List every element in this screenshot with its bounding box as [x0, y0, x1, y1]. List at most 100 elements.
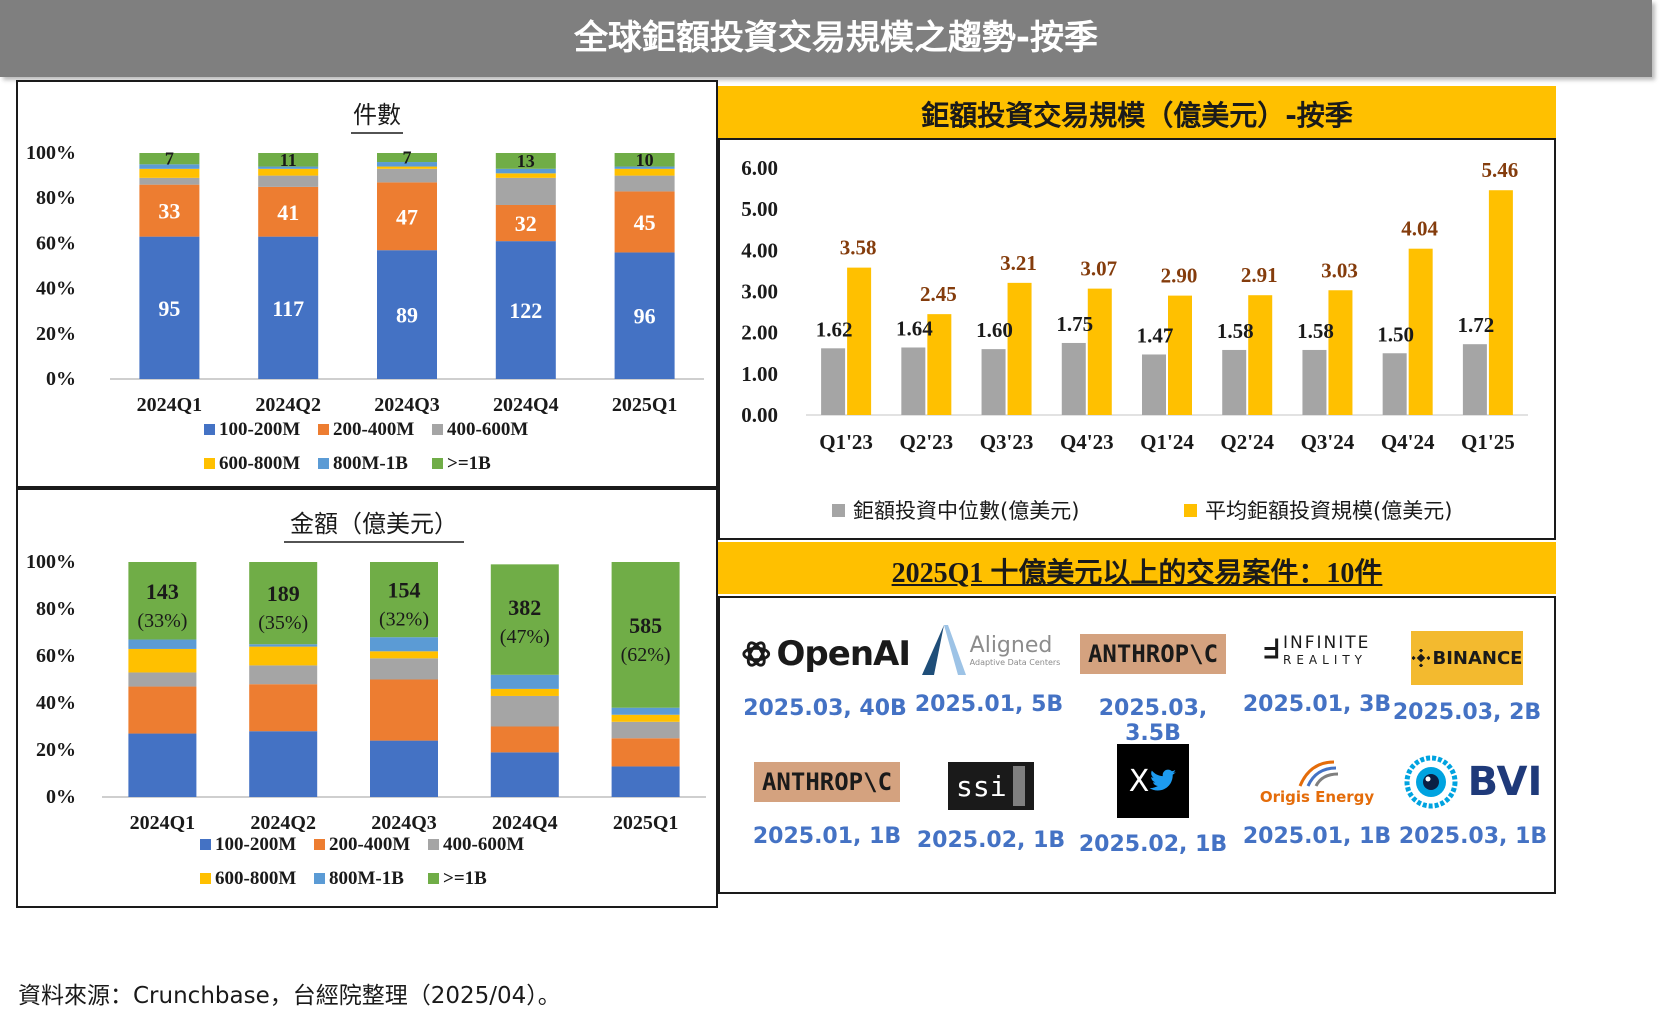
legend-swatch: [318, 458, 329, 469]
legend-label: 100-200M: [219, 419, 300, 440]
bar-segment-200400M: [249, 684, 318, 732]
bar-segment-800M1B: [611, 707, 680, 715]
x-tick-label: Q2'23: [899, 430, 953, 454]
aligned-logo: Aligned Adaptive Data Centers: [904, 618, 1074, 682]
deals-title: 2025Q1 十億美元以上的交易案件：10件: [891, 558, 1383, 589]
median-bar: [821, 348, 846, 415]
bar-segment-200400M: [614, 191, 675, 253]
openai-logo: OpenAI: [740, 622, 911, 686]
y-tick-label: 0%: [46, 786, 76, 808]
bar-segment-100200M: [611, 766, 680, 797]
median-bar: [1061, 342, 1086, 415]
deal-caption: 2025.03, 1B: [1398, 824, 1548, 849]
x-tick-label: 2024Q3: [371, 812, 437, 834]
bar-segment-1B: [370, 562, 438, 638]
legend-swatch-median: [832, 504, 845, 517]
bar-segment-400600M: [495, 177, 556, 205]
bar-segment-400600M: [377, 168, 437, 183]
average-bar: [1168, 295, 1192, 415]
bar-segment-800M1B: [128, 639, 197, 649]
average-bar: [1087, 288, 1112, 415]
y-tick-label: 0%: [46, 368, 76, 390]
deal-caption: 2025.03, 3.5B: [1098, 696, 1208, 746]
legend-swatch: [432, 424, 443, 435]
data-label-pct: (47%): [500, 626, 550, 648]
bvi-wordmark: BVI: [1467, 759, 1543, 805]
data-label: 89: [396, 303, 418, 328]
bar-segment-800M1B: [249, 644, 318, 647]
bar-segment-600800M: [614, 168, 675, 176]
x-tick-label: 2024Q1: [130, 812, 196, 834]
x-tick-label: Q2'24: [1220, 430, 1274, 454]
bar-segment-800M1B: [495, 168, 556, 174]
deal-caption: 2025.03, 40B: [743, 696, 907, 721]
average-data-label: 3.07: [1080, 257, 1117, 281]
average-bar: [1007, 282, 1032, 415]
x-tick-label: 2025Q1: [613, 812, 679, 834]
source-note: 資料來源：Crunchbase，台經院整理（2025/04）。: [18, 983, 561, 1009]
x-tick-label: 2024Q4: [493, 394, 559, 416]
y-tick-label: 100%: [26, 551, 76, 573]
median-bar: [901, 347, 926, 415]
bar-segment-200400M: [611, 738, 680, 767]
legend-swatch: [314, 839, 325, 850]
data-label: 382: [508, 595, 541, 620]
average-bar: [847, 267, 872, 415]
y-tick-label: 3.00: [741, 280, 778, 304]
bar-segment-800M1B: [370, 637, 438, 652]
x-tick-label: Q1'23: [819, 430, 873, 454]
deals-header: 2025Q1 十億美元以上的交易案件：10件: [718, 542, 1556, 594]
infinite-reality-logo: ᖵ INFINITE REALITY: [1232, 618, 1402, 682]
average-data-label: 2.45: [920, 282, 957, 306]
amount-chart-panel: 金額（億美元） 0% 20% 40% 60% 80% 100% 2024Q1 143 (33%) 2…: [16, 488, 718, 908]
bar-segment-400600M: [249, 665, 318, 685]
deal-caption: 2025.01, 5B: [914, 692, 1064, 717]
deal-caption: 2025.01, 1B: [1242, 824, 1392, 849]
bar-segment-1B: [128, 562, 197, 640]
data-label: 7: [165, 149, 174, 169]
anthropic-wordmark: ANTHROP\C: [753, 762, 901, 802]
count-chart: 件數0%20%40%60%80%100%2024Q1953372024Q2117…: [26, 101, 704, 474]
data-label: 96: [634, 304, 656, 329]
legend-label: 200-400M: [333, 419, 414, 440]
deal-caption: 2025.02, 1B: [916, 828, 1066, 853]
data-label: 11: [280, 150, 297, 170]
x-tick-label: Q1'25: [1461, 430, 1515, 454]
amount-chart: 金額（億美元） 0% 20% 40% 60% 80% 100% 2024Q1 143 (33%) 2…: [26, 510, 706, 889]
data-label: 585: [629, 613, 662, 638]
legend-swatch-average: [1184, 504, 1197, 517]
bar-segment-100200M: [490, 752, 559, 797]
bar-segment-800M1B: [377, 162, 437, 167]
median-data-label: 1.58: [1217, 319, 1254, 343]
deal-card-aligned: Aligned Adaptive Data Centers 2025.01, 5…: [904, 618, 1074, 717]
bvi-logo: BVI: [1388, 750, 1558, 814]
average-bar: [1488, 190, 1513, 415]
data-label: 33: [158, 199, 180, 224]
ssi-bar-icon: [1012, 766, 1025, 806]
origis-wordmark: Origis Energy: [1259, 788, 1375, 806]
data-label: 7: [403, 148, 412, 168]
openai-wordmark: OpenAI: [776, 634, 911, 674]
median-data-label: 1.62: [816, 317, 853, 341]
legend-label: 800M-1B: [333, 453, 408, 474]
bar-segment-800M1B: [490, 674, 559, 689]
trend-chart-header: 鉅額投資交易規模（億美元）-按季: [718, 86, 1556, 138]
average-data-label: 3.03: [1321, 258, 1358, 282]
bar-segment-100200M: [258, 236, 319, 379]
y-tick-label: 100%: [26, 142, 76, 164]
legend-swatch: [428, 839, 439, 850]
title-bar: 全球鉅額投資交易規模之趨勢-按季: [0, 0, 1652, 77]
bar-segment-800M1B: [139, 164, 200, 169]
median-data-label: 1.58: [1297, 319, 1334, 343]
bar-segment-1B: [377, 153, 437, 163]
bar-segment-600800M: [490, 688, 559, 696]
average-bar: [1328, 290, 1353, 415]
deal-caption: 2025.02, 1B: [1078, 832, 1228, 857]
bar-segment-200400M: [495, 204, 556, 242]
legend-swatch: [204, 424, 215, 435]
y-tick-label: 1.00: [741, 362, 778, 386]
bar-segment-1B: [258, 153, 319, 167]
legend-swatch: [204, 458, 215, 469]
count-chart-panel: 件數 0% 20% 40% 60% 80% 100% 2024Q1 95 33 7 2024Q2 117…: [16, 80, 718, 488]
average-data-label: 2.91: [1241, 263, 1278, 287]
